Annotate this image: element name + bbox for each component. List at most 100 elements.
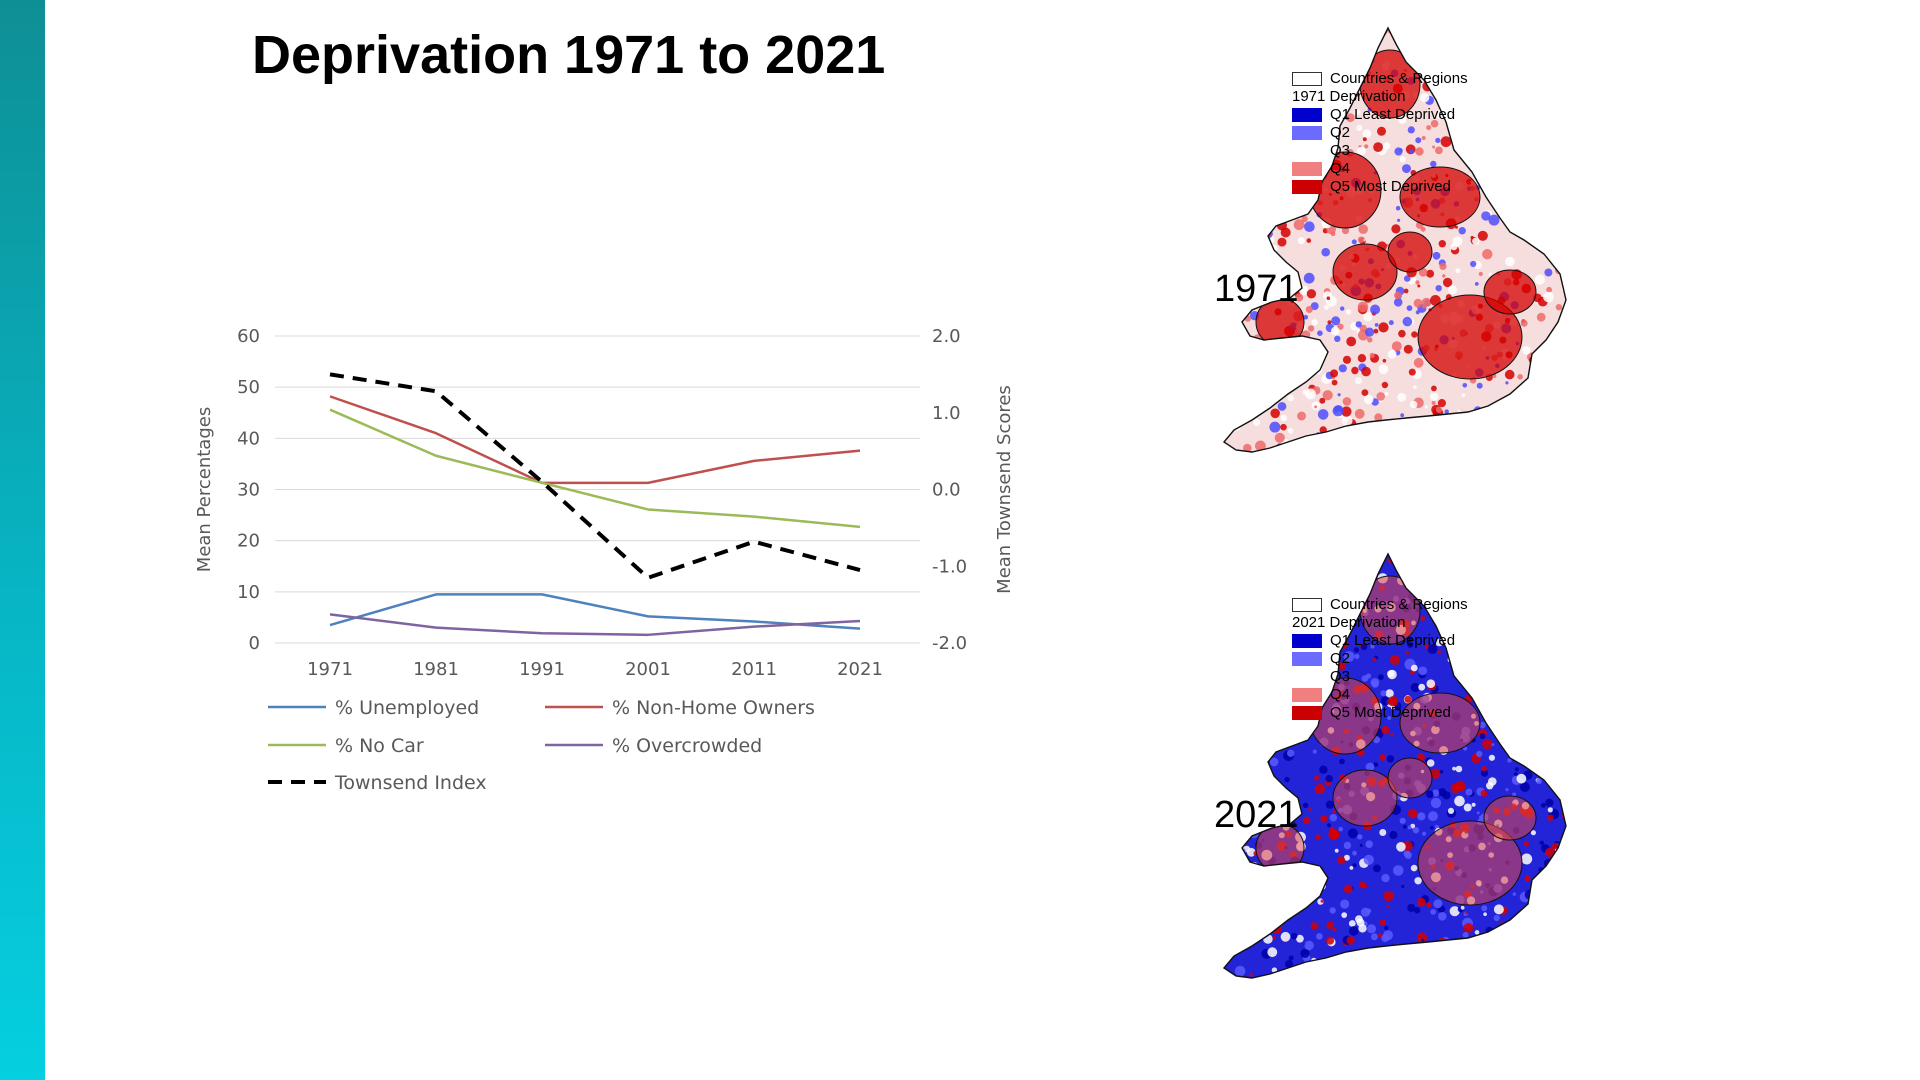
- map-texture-dot: [1532, 667, 1538, 672]
- map-texture-dot: [1525, 714, 1534, 723]
- legend-item-q1-least-deprived: Q1 Least Deprived: [1292, 632, 1468, 650]
- map-texture-dot: [1516, 37, 1527, 48]
- map-texture-dot: [1232, 172, 1243, 183]
- map-texture-dot: [1430, 565, 1436, 571]
- map-texture-dot: [1408, 368, 1416, 376]
- map-texture-dot: [1391, 960, 1399, 968]
- map-texture-dot: [1402, 316, 1413, 327]
- map-texture-dot: [1256, 62, 1260, 65]
- map-texture-dot: [1503, 431, 1514, 442]
- map-texture-dot: [1544, 847, 1554, 857]
- map-texture-dot: [1359, 583, 1363, 587]
- map-texture-dot: [1226, 209, 1232, 215]
- map-texture-dot: [1224, 350, 1233, 359]
- map-texture-dot: [1381, 934, 1389, 942]
- map-texture-dot: [1531, 235, 1537, 241]
- map-texture-dot: [1407, 825, 1412, 830]
- map-texture-dot: [1501, 112, 1509, 120]
- map-texture-dot: [1471, 628, 1477, 635]
- map-texture-dot: [1235, 591, 1241, 597]
- map-texture-dot: [1482, 249, 1493, 260]
- map-texture-dot: [1360, 643, 1368, 651]
- map-texture-dot: [1267, 947, 1278, 958]
- map-texture-dot: [1537, 885, 1547, 896]
- map-texture-dot: [1524, 390, 1531, 397]
- map-texture-dot: [1358, 924, 1367, 933]
- map-texture-dot: [1521, 435, 1527, 441]
- map-texture-dot: [1302, 966, 1309, 972]
- map-texture-dot: [1312, 966, 1321, 975]
- map-texture-dot: [1438, 240, 1446, 248]
- map-texture-dot: [1228, 233, 1239, 244]
- map-urban-cluster: [1484, 270, 1536, 314]
- map-texture-dot: [1522, 346, 1531, 355]
- map-texture-dot: [1487, 39, 1492, 44]
- left-tick-label: 50: [237, 377, 260, 398]
- map-texture-dot: [1502, 414, 1513, 425]
- map-texture-dot: [1279, 582, 1287, 591]
- map-texture-dot: [1265, 606, 1271, 613]
- map-texture-dot: [1434, 824, 1439, 829]
- map-texture-dot: [1521, 853, 1533, 865]
- map-texture-dot: [1244, 360, 1252, 368]
- map-texture-dot: [1487, 151, 1495, 159]
- map-texture-dot: [1248, 32, 1255, 39]
- map-texture-dot: [1247, 48, 1255, 56]
- map-texture-dot: [1521, 434, 1533, 446]
- map-texture-dot: [1551, 157, 1555, 161]
- map-texture-dot: [1401, 884, 1405, 888]
- map-texture-dot: [1469, 649, 1480, 660]
- map-texture-dot: [1390, 733, 1394, 737]
- map-texture-dot: [1316, 576, 1326, 586]
- map-texture-dot: [1518, 413, 1528, 423]
- map-texture-dot: [1465, 28, 1470, 33]
- legend-text: Q5 Most Deprived: [1330, 704, 1451, 721]
- map-texture-dot: [1450, 961, 1460, 971]
- map-texture-dot: [1238, 624, 1246, 632]
- map-texture-dot: [1326, 921, 1335, 929]
- map-texture-dot: [1366, 924, 1377, 934]
- map-texture-dot: [1364, 144, 1369, 149]
- map-texture-dot: [1266, 619, 1275, 628]
- map-texture-dot: [1492, 618, 1498, 625]
- map-texture-dot: [1304, 365, 1310, 371]
- legend-item-q5-most-deprived: Q5 Most Deprived: [1292, 178, 1468, 196]
- x-tick-label: 1981: [413, 659, 459, 680]
- map-texture-dot: [1407, 903, 1416, 912]
- map-texture-dot: [1399, 156, 1406, 163]
- map-texture-dot: [1430, 392, 1439, 401]
- map-texture-dot: [1224, 147, 1232, 156]
- legend-item-q3: Q3: [1292, 668, 1468, 686]
- map-texture-dot: [1480, 170, 1490, 181]
- map-texture-dot: [1426, 790, 1434, 798]
- map-texture-dot: [1224, 657, 1230, 665]
- map-texture-dot: [1493, 914, 1500, 922]
- map-texture-dot: [1255, 440, 1266, 452]
- map-texture-dot: [1334, 335, 1341, 342]
- map-texture-dot: [1505, 256, 1515, 267]
- map-texture-dot: [1469, 943, 1478, 952]
- map-texture-dot: [1297, 411, 1307, 421]
- map-texture-dot: [1243, 443, 1252, 452]
- map-texture-dot: [1314, 775, 1320, 781]
- map-texture-dot: [1524, 395, 1529, 400]
- legend-label-no-car: % No Car: [335, 735, 424, 757]
- map-texture-dot: [1290, 932, 1298, 940]
- map-texture-dot: [1331, 556, 1342, 567]
- map-texture-dot: [1545, 585, 1552, 592]
- map-texture-dot: [1249, 973, 1253, 977]
- map-texture-dot: [1454, 976, 1462, 978]
- map-legend-2021: Countries & Regions 2021 Deprivation Q1 Le…: [1292, 596, 1468, 722]
- map-texture-dot: [1313, 975, 1319, 978]
- map-texture-dot: [1502, 661, 1511, 670]
- map-texture-dot: [1507, 758, 1512, 763]
- map-texture-dot: [1354, 109, 1361, 116]
- map-texture-dot: [1421, 938, 1425, 942]
- map-texture-dot: [1274, 114, 1279, 119]
- map-texture-dot: [1448, 578, 1455, 584]
- map-texture-dot: [1254, 178, 1261, 185]
- legend-item-q1-least-deprived: Q1 Least Deprived: [1292, 106, 1468, 124]
- map-texture-dot: [1387, 696, 1399, 707]
- map-texture-dot: [1224, 445, 1228, 451]
- map-texture-dot: [1550, 440, 1560, 450]
